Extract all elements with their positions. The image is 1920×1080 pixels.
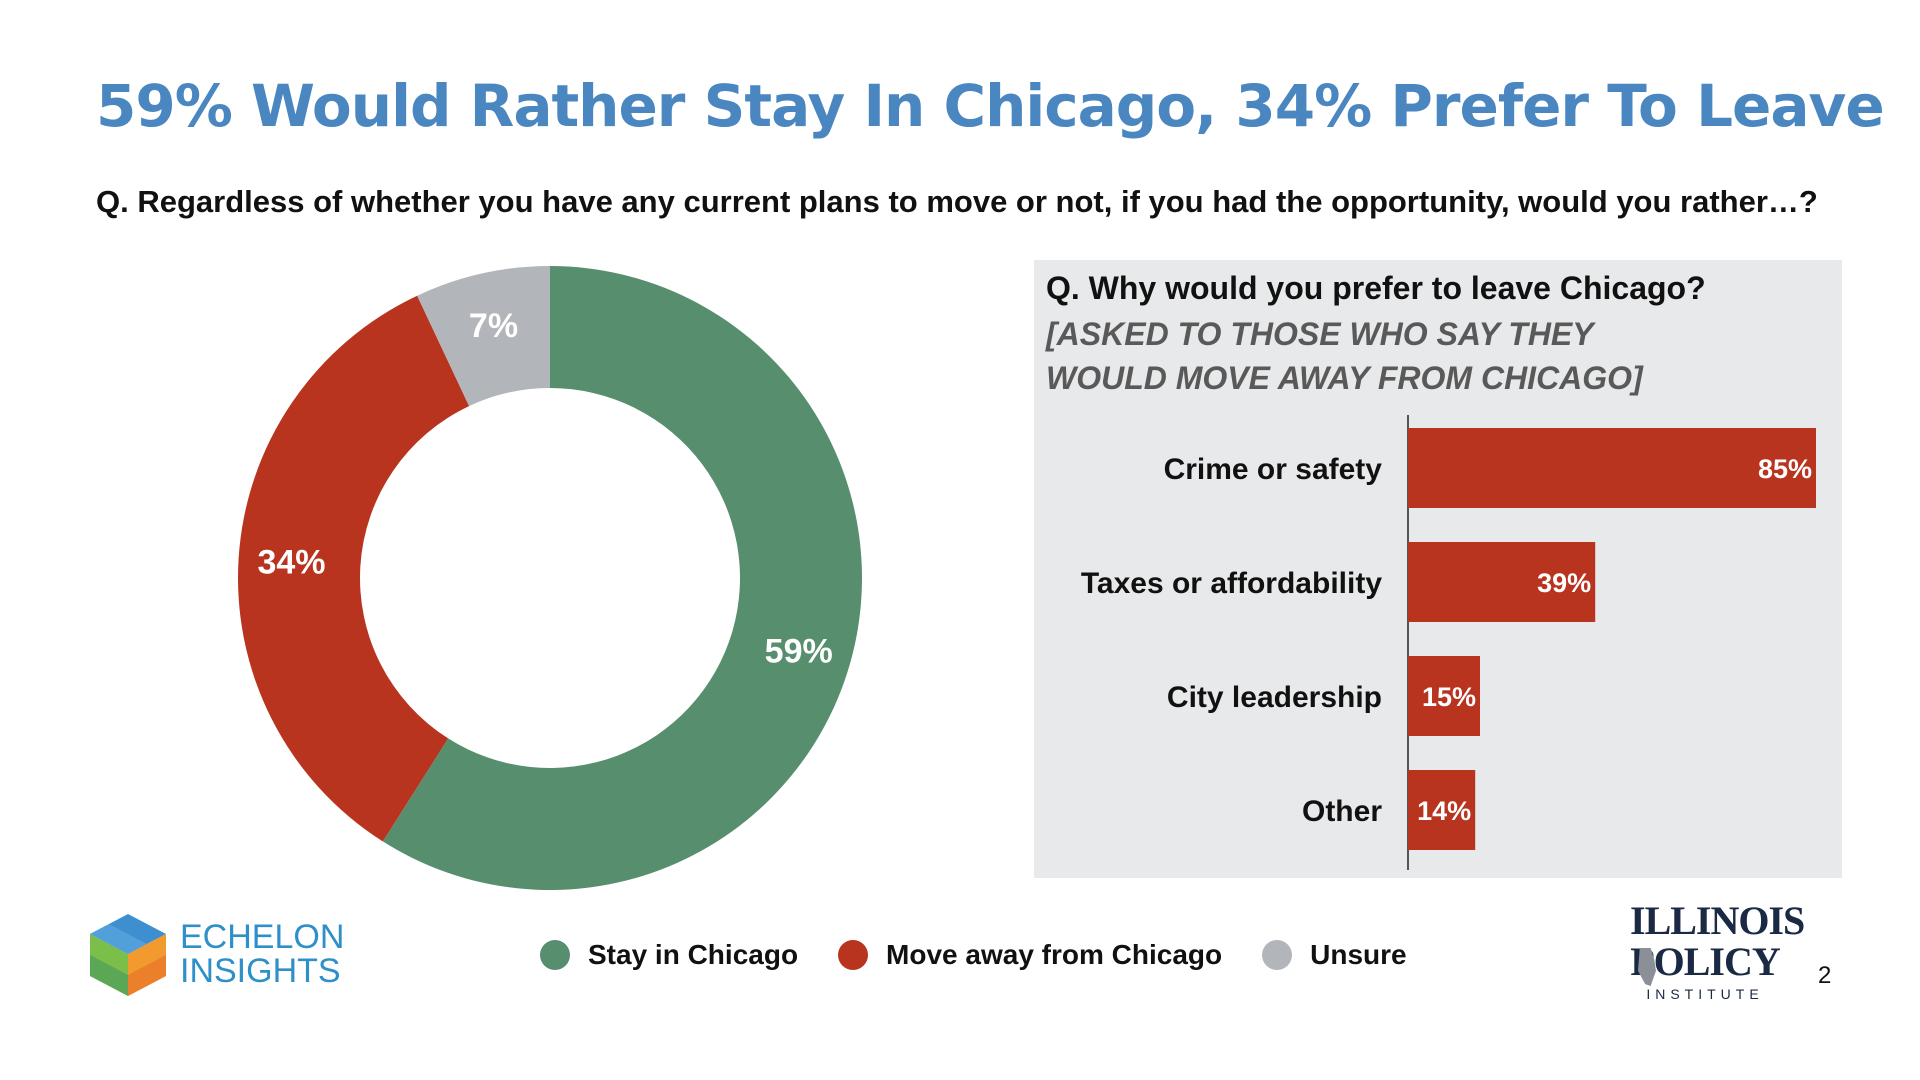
panel-note: [ASKED TO THOSE WHO SAY THEY WOULD MOVE … xyxy=(1046,316,1643,396)
legend-swatch-stay xyxy=(540,940,570,970)
donut-label-move: 34% xyxy=(257,544,325,582)
legend-item-stay: Stay in Chicago xyxy=(540,939,798,971)
legend-label-move: Move away from Chicago xyxy=(886,939,1223,970)
bar-category-crime-or-safety: Crime or safety xyxy=(1164,453,1383,486)
echelon-wordmark: ECHELON INSIGHTS xyxy=(180,920,344,988)
echelon-line1: ECHELON xyxy=(180,918,345,956)
bar-label-other: 14% xyxy=(1417,796,1471,826)
main-question: Q. Regardless of whether you have any cu… xyxy=(96,184,1818,219)
bar-city-leadership xyxy=(1408,656,1480,736)
echelon-insights-logo: ECHELON INSIGHTS xyxy=(88,912,368,1002)
reasons-bar-chart: Crime or safety 85% Taxes or affordability… xyxy=(1081,415,1816,870)
donut-slice-unsure xyxy=(417,266,550,407)
bar-taxes-or-affordability xyxy=(1408,542,1596,622)
ipi-line3: INSTITUTE xyxy=(1646,986,1764,1002)
donut-label-unsure: 7% xyxy=(469,307,518,345)
donut-label-stay: 59% xyxy=(765,632,833,670)
bar-label-crime-or-safety: 85% xyxy=(1758,454,1812,484)
bar-category-taxes-or-affordability: Taxes or affordability xyxy=(1081,567,1383,600)
page-title: 59% Would Rather Stay In Chicago, 34% Pr… xyxy=(96,72,1885,140)
bar-category-other: Other xyxy=(1302,795,1382,828)
panel-question: Q. Why would you prefer to leave Chicago… xyxy=(1046,270,1706,306)
reasons-panel: Q. Why would you prefer to leave Chicago… xyxy=(1034,260,1842,878)
ipi-line2: POLICY xyxy=(1630,939,1781,984)
donut-slice-stay xyxy=(382,266,863,891)
echelon-line2: INSIGHTS xyxy=(180,952,341,990)
donut-chart: 59% 34% 7% xyxy=(237,266,863,891)
illinois-policy-logo: ILLINOIS POLICY INSTITUTE xyxy=(1630,898,1805,1010)
donut-slice-move xyxy=(237,295,470,842)
page-number: 2 xyxy=(1818,962,1832,989)
bar-crime-or-safety xyxy=(1408,428,1816,508)
ipi-line1: ILLINOIS xyxy=(1630,898,1805,943)
bar-other xyxy=(1408,770,1476,850)
illinois-state-icon xyxy=(1638,948,1656,986)
legend-swatch-unsure xyxy=(1262,940,1293,970)
echelon-cube-icon xyxy=(90,914,166,996)
legend-item-move: Move away from Chicago xyxy=(838,939,1222,971)
legend-label-unsure: Unsure xyxy=(1310,939,1407,970)
legend-label-stay: Stay in Chicago xyxy=(588,939,799,970)
bar-label-taxes-or-affordability: 39% xyxy=(1537,568,1591,598)
bar-category-city-leadership: City leadership xyxy=(1167,681,1382,714)
chart-legend: Stay in Chicago Move away from Chicago U… xyxy=(540,935,1407,975)
legend-item-unsure: Unsure xyxy=(1262,939,1407,971)
legend-swatch-move xyxy=(838,940,869,970)
bar-label-city-leadership: 15% xyxy=(1422,682,1476,712)
